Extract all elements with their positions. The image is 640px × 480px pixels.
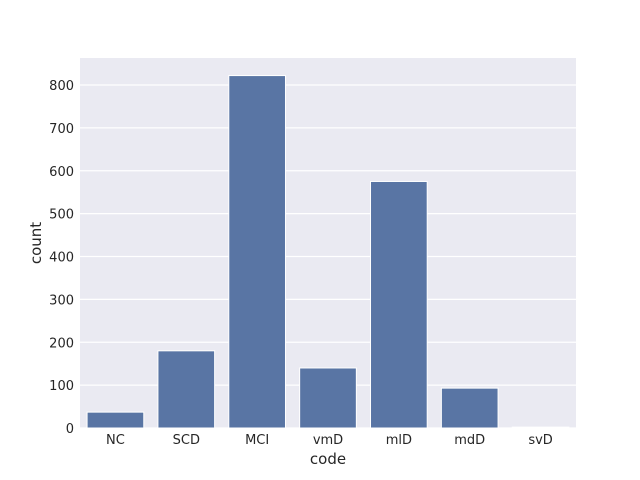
bars [86, 75, 570, 429]
y-tick-label: 100 [49, 379, 74, 394]
y-tick-label: 500 [49, 208, 74, 223]
x-tick-label: SCD [173, 433, 200, 448]
x-tick-label: svD [528, 433, 552, 448]
x-tick-label: MCI [245, 433, 269, 448]
bar-mdd [440, 387, 499, 429]
y-tick-label: 800 [49, 79, 74, 94]
y-axis-label: count [27, 222, 45, 264]
y-tick-label: 400 [49, 251, 74, 266]
y-tick-label: 600 [49, 165, 74, 180]
bar-scd [157, 350, 216, 429]
bar-vmd [299, 367, 357, 429]
y-tick-label: 300 [49, 293, 74, 308]
y-axis-ticks: 0 100 200 300 400 500 600 700 800 [49, 79, 74, 437]
x-tick-label: mdD [454, 433, 485, 448]
bar-svd [511, 426, 570, 429]
bar-mci [228, 75, 286, 429]
y-tick-label: 200 [49, 336, 74, 351]
bar-mld [370, 180, 428, 429]
x-tick-label: vmD [313, 433, 343, 448]
bar-nc [86, 411, 145, 429]
x-axis-label: code [310, 450, 346, 468]
y-tick-label: 0 [66, 422, 74, 437]
x-tick-label: NC [106, 433, 125, 448]
x-axis-ticks: NC SCD MCI vmD mlD mdD svD [106, 433, 553, 448]
y-tick-label: 700 [49, 122, 74, 137]
x-tick-label: mlD [386, 433, 412, 448]
